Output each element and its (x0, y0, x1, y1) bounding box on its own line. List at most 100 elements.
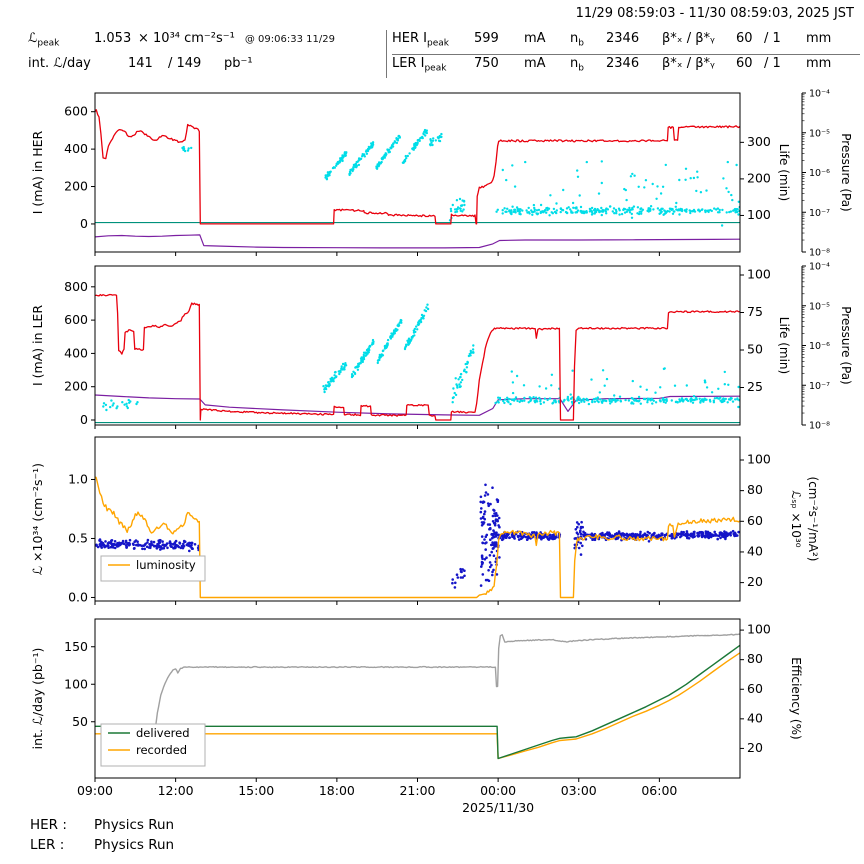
svg-text:10⁻⁶: 10⁻⁶ (809, 341, 830, 352)
her-run-value: Physics Run (94, 817, 175, 833)
svg-text:40: 40 (747, 543, 763, 558)
svg-text:Life (min): Life (min) (777, 317, 791, 374)
her-run-row: HER : Physics Run (30, 817, 174, 837)
her-run-label: HER : (30, 817, 67, 833)
header-vertical-divider (386, 30, 387, 78)
svg-text:1.0: 1.0 (68, 471, 88, 486)
her-chart: 0 200 400 600 I (mA) in HER 100 200 300 Life (mi… (30, 89, 853, 259)
ring-summary: HER Ipeak 599 mA nb 2346 β*ₓ / β*ᵧ 60 / … (392, 31, 862, 81)
svg-text:0: 0 (80, 412, 88, 427)
her-beta-units: mm (806, 31, 832, 46)
her-beta-value: 60 (736, 31, 753, 46)
svg-text:10⁻⁴: 10⁻⁴ (809, 262, 830, 273)
svg-text:recorded: recorded (136, 743, 187, 757)
svg-text:Life (min): Life (min) (777, 144, 791, 201)
luminosity-summary: ℒpeak 1.053 × 10³⁴ cm⁻²s⁻¹ @ 09:06:33 11… (28, 31, 386, 81)
ler-lifetime-scatter (102, 303, 740, 412)
lpeak-value: 1.053 (94, 31, 132, 46)
svg-text:400: 400 (64, 345, 88, 360)
svg-text:10⁻⁵: 10⁻⁵ (809, 301, 830, 312)
svg-text:00:00: 00:00 (480, 783, 516, 798)
her-beta-label: β*ₓ / β*ᵧ (662, 31, 715, 46)
svg-text:200: 200 (747, 170, 771, 185)
svg-text:100: 100 (747, 622, 771, 637)
svg-text:100: 100 (64, 676, 88, 691)
peak-luminosity-row: ℒpeak 1.053 × 10³⁴ cm⁻²s⁻¹ @ 09:06:33 11… (28, 31, 386, 56)
ler-current (95, 293, 740, 421)
ler-nb-value: 2346 (606, 56, 640, 71)
svg-text:400: 400 (64, 141, 88, 156)
ler-run-value: Physics Run (94, 837, 175, 853)
ler-summary-row: LER Ipeak 750 mA nb 2346 β*ₓ / β*ᵧ 60 / … (392, 56, 862, 81)
svg-text:luminosity: luminosity (136, 558, 196, 572)
her-nb-label: nb (570, 31, 584, 49)
svg-text:15:00: 15:00 (238, 783, 274, 798)
intlum-label: int. ℒ/day (28, 56, 91, 71)
svg-text:10⁻⁷: 10⁻⁷ (809, 208, 830, 219)
svg-text:10⁻⁷: 10⁻⁷ (809, 381, 830, 392)
svg-text:20: 20 (747, 574, 763, 589)
svg-text:21:00: 21:00 (399, 783, 435, 798)
svg-text:int. ℒ/day (pb⁻¹): int. ℒ/day (pb⁻¹) (30, 648, 45, 750)
ler-beta-units: mm (806, 56, 832, 71)
intlum-total: / 149 (168, 56, 202, 71)
svg-text:0.5: 0.5 (68, 530, 88, 545)
svg-text:600: 600 (64, 104, 88, 119)
svg-text:100: 100 (747, 451, 771, 466)
svg-text:18:00: 18:00 (319, 783, 355, 798)
ler-chart: 0 200 400 600 800 I (mA) in LER 25 50 75 100 Life … (30, 262, 853, 432)
svg-text:100: 100 (747, 207, 771, 222)
ler-ipeak-value: 750 (474, 56, 499, 71)
her-pressure (95, 234, 740, 249)
ler-run-label: LER : (30, 837, 65, 853)
ler-run-row: LER : Physics Run (30, 837, 174, 857)
her-ipeak-value: 599 (474, 31, 499, 46)
ler-ipeak-units: mA (524, 56, 546, 71)
lpeak-units: × 10³⁴ cm⁻²s⁻¹ (138, 31, 235, 46)
efficiency-line (152, 633, 740, 752)
svg-text:0: 0 (80, 216, 88, 231)
ler-ipeak-label: LER Ipeak (392, 56, 447, 74)
svg-text:I (mA) in LER: I (mA) in LER (30, 305, 45, 386)
ler-beta-label: β*ₓ / β*ᵧ (662, 56, 715, 71)
svg-text:Pressure (Pa): Pressure (Pa) (839, 306, 853, 384)
svg-text:10⁻⁵: 10⁻⁵ (809, 128, 830, 139)
svg-text:300: 300 (747, 134, 771, 149)
svg-text:12:00: 12:00 (158, 783, 194, 798)
svg-text:200: 200 (64, 379, 88, 394)
ler-nb-label: nb (570, 56, 584, 74)
her-lifetime-scatter (181, 128, 740, 227)
svg-text:06:00: 06:00 (641, 783, 677, 798)
svg-text:09:00: 09:00 (77, 783, 113, 798)
ler-beta-den: / 1 (764, 56, 781, 71)
svg-text:10⁻⁸: 10⁻⁸ (809, 248, 830, 259)
svg-text:25: 25 (747, 379, 763, 394)
svg-text:2025/11/30: 2025/11/30 (462, 800, 534, 815)
svg-text:(cm⁻²s⁻¹/mA²): (cm⁻²s⁻¹/mA²) (806, 477, 820, 562)
ler-beta-value: 60 (736, 56, 753, 71)
her-beta-den: / 1 (764, 31, 781, 46)
svg-text:10⁻⁸: 10⁻⁸ (809, 421, 830, 432)
time-range-label: 11/29 08:59:03 - 11/30 08:59:03, 2025 JS… (575, 6, 854, 21)
her-nb-value: 2346 (606, 31, 640, 46)
intlum-units: pb⁻¹ (224, 56, 253, 71)
svg-text:03:00: 03:00 (561, 783, 597, 798)
integrated-luminosity-row: int. ℒ/day 141 / 149 pb⁻¹ (28, 56, 386, 81)
specific-luminosity-scatter (95, 483, 740, 589)
svg-text:10⁻⁴: 10⁻⁴ (809, 89, 830, 100)
svg-text:75: 75 (747, 304, 763, 319)
svg-text:ℒₛₚ ×10³⁰: ℒₛₚ ×10³⁰ (789, 490, 803, 547)
svg-text:50: 50 (72, 714, 88, 729)
integrated-luminosity-chart-legend: delivered recorded (100, 723, 206, 767)
header-horizontal-divider (392, 54, 860, 55)
intlum-value: 141 (128, 56, 153, 71)
svg-text:0.0: 0.0 (68, 589, 88, 604)
svg-text:10⁻⁶: 10⁻⁶ (809, 168, 830, 179)
lpeak-time: @ 09:06:33 11/29 (244, 34, 335, 45)
svg-text:20: 20 (747, 740, 763, 755)
luminosity-chart: 0.0 0.5 1.0 ℒ ×10³⁴ (cm⁻²s⁻¹) 20 40 60 80 100 ℒₛₚ… (30, 436, 820, 605)
svg-text:50: 50 (747, 342, 763, 357)
lpeak-label: ℒpeak (28, 31, 60, 49)
